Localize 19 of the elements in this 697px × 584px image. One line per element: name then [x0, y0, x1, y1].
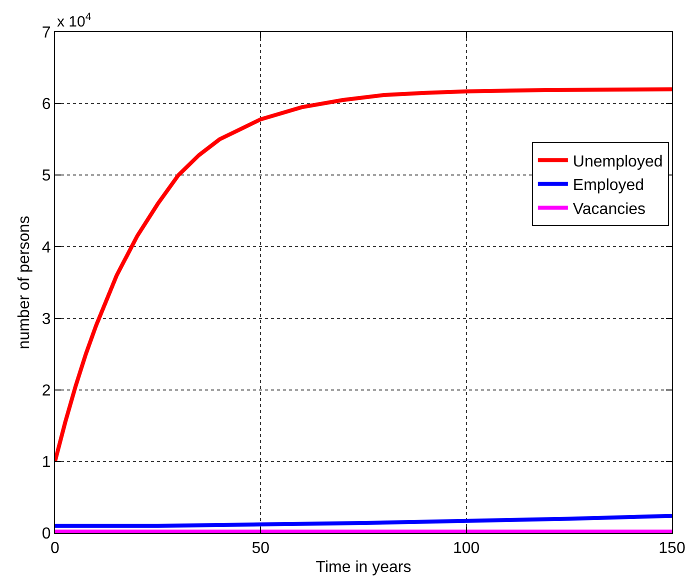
text: x 10$^{4}$	[57, 11, 92, 30]
legend-label: Vacancies	[572, 200, 646, 218]
x-tick-label: 150	[658, 540, 686, 558]
y-tick-label: 4	[42, 239, 51, 256]
x-tick-label: 50	[252, 540, 270, 558]
y-tick-label: 2	[42, 382, 51, 400]
y-tick-label: 5	[42, 168, 51, 185]
x-axis-title: Time in years	[316, 558, 412, 576]
x-tick-label: 100	[452, 540, 480, 558]
line-series	[55, 514, 672, 528]
y-axis-title: number of persons	[16, 216, 33, 350]
y-tick-label: 3	[42, 310, 51, 328]
legend-label: Employed	[572, 177, 644, 194]
y-tick-label: 6	[42, 96, 51, 114]
legend-label: Unemployed	[572, 153, 663, 170]
y-tick-label: 7	[42, 24, 51, 42]
y-tick-label: 1	[42, 454, 51, 472]
line-series	[55, 87, 672, 464]
y-tick-label: 0	[42, 526, 51, 543]
